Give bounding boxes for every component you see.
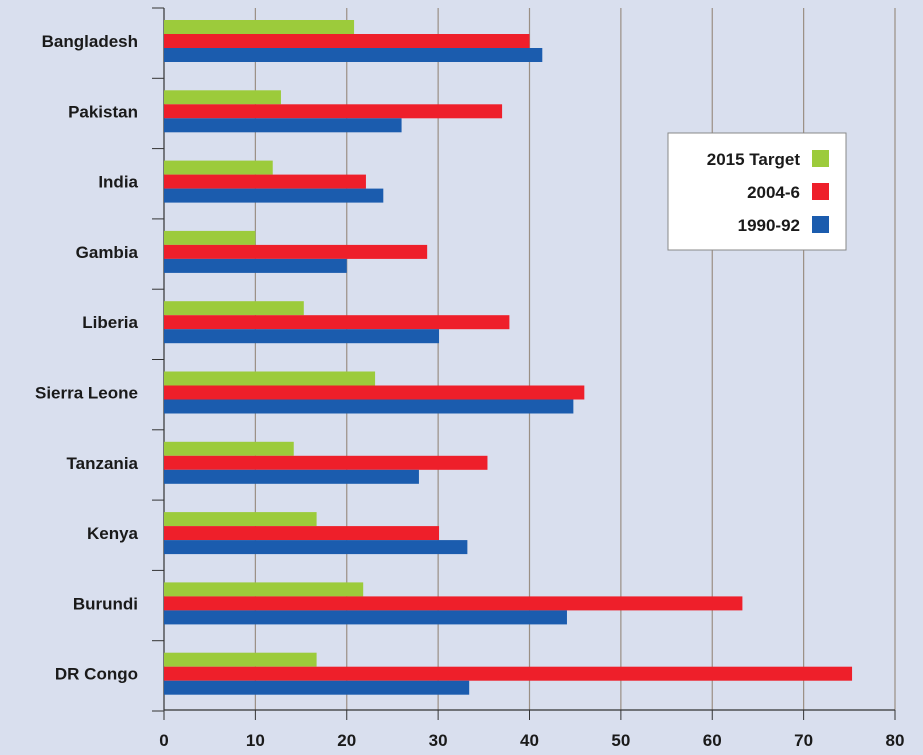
category-label-gambia: Gambia [76,243,139,262]
bar-india-2015-target [164,160,273,175]
bar-liberia-1990-92 [164,329,440,344]
bar-pakistan-2004-6 [164,104,503,119]
legend-label-2015-target: 2015 Target [707,150,801,169]
bar-tanzania-2015-target [164,441,294,456]
category-label-kenya: Kenya [87,524,139,543]
bar-pakistan-2015-target [164,90,281,105]
bar-kenya-2015-target [164,512,317,527]
x-tick-label-50: 50 [611,731,630,750]
category-label-sierra-leone: Sierra Leone [35,384,138,403]
bar-burundi-1990-92 [164,610,567,625]
legend-label-1990-92: 1990-92 [738,216,800,235]
bar-gambia-1990-92 [164,258,347,273]
category-label-india: India [98,173,138,192]
bar-dr-congo-2004-6 [164,666,853,681]
bar-india-1990-92 [164,188,384,203]
category-label-tanzania: Tanzania [67,454,139,473]
x-tick-label-40: 40 [520,731,539,750]
bar-sierra-leone-2015-target [164,371,376,386]
x-tick-label-10: 10 [246,731,265,750]
bar-burundi-2004-6 [164,596,743,611]
legend-swatch-2004-6 [812,183,829,200]
bar-gambia-2015-target [164,230,256,245]
category-label-burundi: Burundi [73,594,138,613]
x-tick-label-80: 80 [886,731,905,750]
x-tick-label-70: 70 [794,731,813,750]
bar-bangladesh-2004-6 [164,34,530,48]
bar-sierra-leone-1990-92 [164,399,574,414]
bar-bangladesh-1990-92 [164,48,543,62]
bar-gambia-2004-6 [164,244,428,259]
bar-bangladesh-2015-target [164,20,355,34]
legend-label-2004-6: 2004-6 [747,183,800,202]
bar-liberia-2015-target [164,301,304,316]
category-label-liberia: Liberia [82,313,138,332]
bar-tanzania-2004-6 [164,455,488,470]
category-label-pakistan: Pakistan [68,102,138,121]
bar-liberia-2004-6 [164,315,510,330]
bar-burundi-2015-target [164,582,364,597]
bar-kenya-1990-92 [164,540,468,555]
legend-swatch-1990-92 [812,216,829,233]
bar-dr-congo-1990-92 [164,680,470,695]
x-tick-label-0: 0 [159,731,168,750]
bar-pakistan-1990-92 [164,118,402,133]
category-label-dr-congo: DR Congo [55,665,138,684]
category-label-bangladesh: Bangladesh [42,32,138,51]
legend-swatch-2015-target [812,150,829,167]
bar-sierra-leone-2004-6 [164,385,585,400]
bar-india-2004-6 [164,174,366,189]
x-tick-label-30: 30 [429,731,448,750]
bar-dr-congo-2015-target [164,652,317,667]
x-tick-label-60: 60 [703,731,722,750]
bar-kenya-2004-6 [164,526,440,541]
x-tick-label-20: 20 [337,731,356,750]
bar-tanzania-1990-92 [164,469,419,484]
